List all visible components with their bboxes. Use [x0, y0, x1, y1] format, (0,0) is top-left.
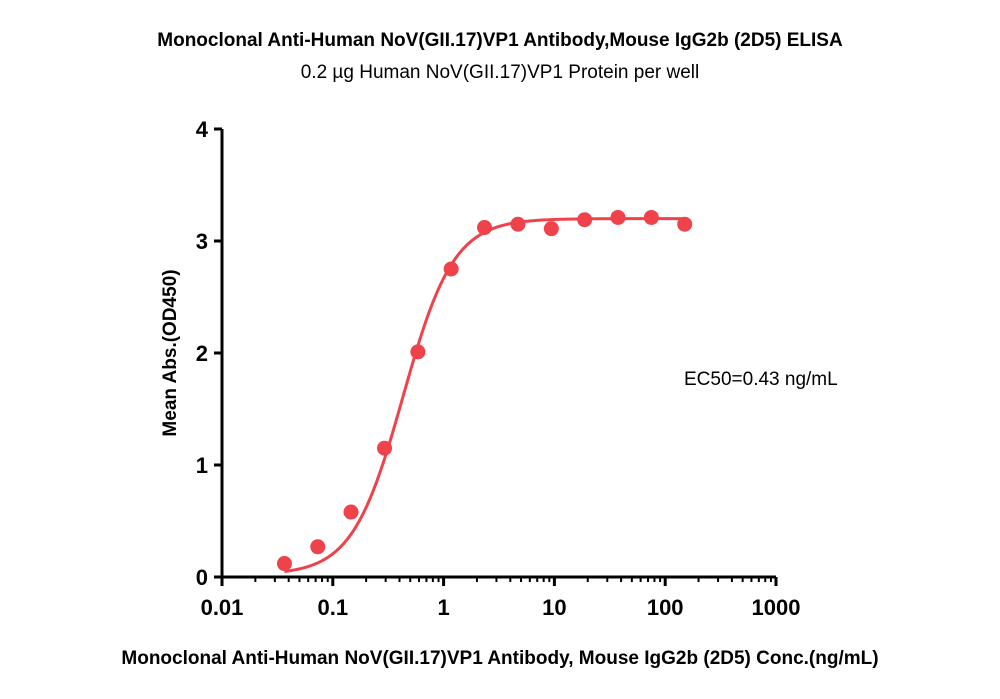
data-points-layer — [276, 209, 693, 572]
x-tick-label: 1 — [437, 595, 449, 620]
chart-subtitle: 0.2 µg Human NoV(GII.17)VP1 Protein per … — [300, 62, 700, 83]
data-point — [276, 556, 292, 572]
y-tick-label: 0 — [196, 565, 208, 590]
x-axis-title: Monoclonal Anti-Human NoV(GII.17)VP1 Ant… — [121, 648, 878, 669]
y-axis-title: Mean Abs.(OD450) — [160, 269, 181, 436]
fit-curve — [284, 217, 685, 573]
data-point — [610, 209, 626, 225]
data-point — [577, 212, 593, 228]
data-point — [677, 216, 693, 232]
data-point — [343, 504, 359, 520]
data-point — [377, 440, 393, 456]
x-tick-label: 0.01 — [201, 595, 244, 620]
ec50-annotation: EC50=0.43 ng/mL — [684, 369, 838, 390]
x-tick-label: 1000 — [752, 595, 801, 620]
x-tick-label: 10 — [542, 595, 566, 620]
y-tick-label: 3 — [196, 229, 208, 254]
fit-curve-layer — [284, 217, 685, 573]
x-tick-label: 0.1 — [318, 595, 349, 620]
data-point — [477, 220, 493, 236]
chart-title: Monoclonal Anti-Human NoV(GII.17)VP1 Ant… — [157, 30, 843, 51]
y-tick-label: 2 — [196, 341, 208, 366]
axes — [214, 127, 778, 586]
data-point — [510, 216, 526, 232]
data-point — [643, 209, 659, 225]
data-point — [443, 261, 459, 277]
x-tick-label: 100 — [647, 595, 684, 620]
y-tick-label: 4 — [196, 117, 209, 142]
y-tick-label: 1 — [196, 453, 208, 478]
data-point — [543, 221, 559, 237]
labels-layer: 0 1 2 3 4 0.01 0.1 1 10 100 1000 Monoclonal Anti-Hu… — [121, 117, 878, 669]
data-point — [410, 344, 426, 360]
data-point — [310, 539, 326, 555]
